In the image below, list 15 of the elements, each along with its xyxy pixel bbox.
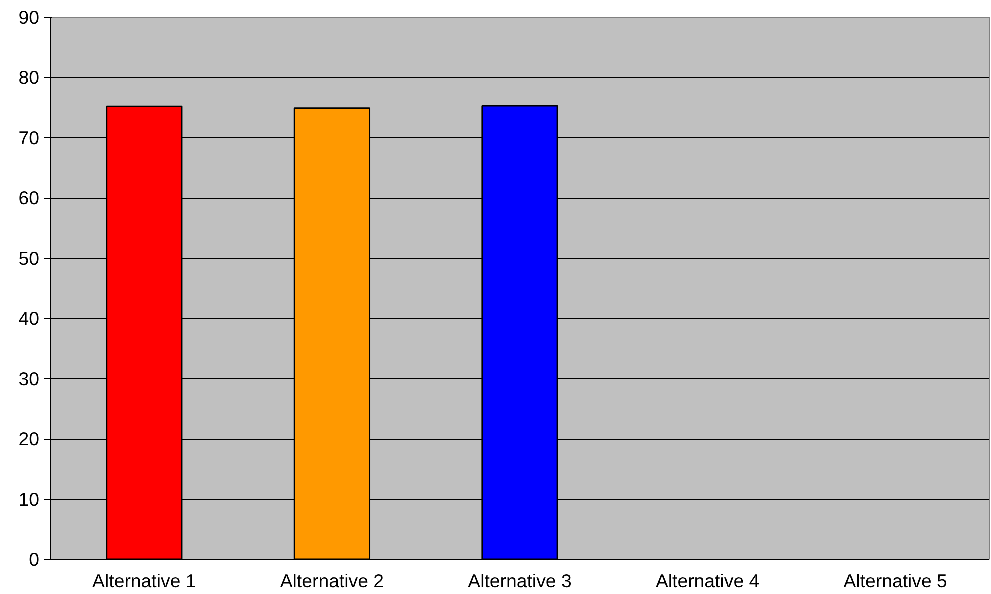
y-tick-label: 70 (18, 127, 40, 148)
y-tick-label: 80 (18, 67, 40, 88)
x-tick-label: Alternative 3 (468, 570, 572, 592)
y-tick-label: 10 (18, 488, 40, 510)
y-tick-label: 20 (18, 428, 40, 450)
y-tick-label: 50 (18, 248, 40, 269)
x-tick-label: Alternative 4 (656, 570, 760, 592)
y-tick-label: 30 (18, 368, 40, 390)
y-tick-label: 60 (18, 188, 40, 209)
x-tick-label: Alternative 2 (280, 570, 384, 592)
y-tick-label: 90 (18, 7, 40, 28)
y-tick-label: 0 (29, 549, 40, 570)
y-tick-label: 40 (18, 308, 40, 330)
x-tick-label: Alternative 1 (92, 570, 196, 592)
x-tick-label: Alternative 5 (844, 570, 948, 592)
